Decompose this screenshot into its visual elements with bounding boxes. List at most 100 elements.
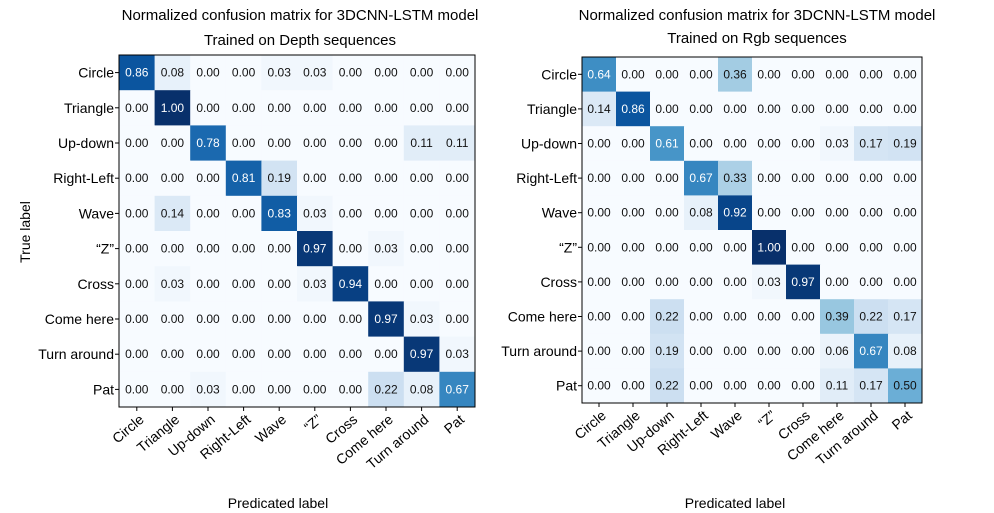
depth-cell-0-3 xyxy=(225,55,262,91)
depth-cell-label-3-2: 0.00 xyxy=(196,171,220,185)
rgb-cell-8-5 xyxy=(752,333,787,369)
rgb-cell-label-1-7: 0.00 xyxy=(825,102,849,116)
rgb-cell-3-5 xyxy=(752,160,787,196)
depth-cell-label-9-3: 0.00 xyxy=(232,382,256,396)
depth-cell-2-0 xyxy=(119,125,156,162)
rgb-cell-label-7-2: 0.22 xyxy=(655,310,679,324)
depth-cell-label-7-3: 0.00 xyxy=(232,312,256,326)
depth-cell-8-9 xyxy=(439,336,476,373)
rgb-cell-0-4 xyxy=(718,57,753,93)
depth-cell-label-2-8: 0.11 xyxy=(410,136,433,150)
rgb-cell-label-8-8: 0.67 xyxy=(859,344,883,358)
rgb-cell-4-2 xyxy=(650,195,685,231)
depth-cell-label-5-9: 0.00 xyxy=(446,242,470,256)
rgb-cell-9-7 xyxy=(820,368,855,404)
rgb-cell-label-3-7: 0.00 xyxy=(825,171,849,185)
depth-cell-label-8-1: 0.00 xyxy=(161,347,185,361)
depth-cell-9-7 xyxy=(368,371,405,408)
rgb-cell-4-1 xyxy=(616,195,651,231)
depth-cell-label-9-5: 0.00 xyxy=(303,382,327,396)
depth-cell-label-6-7: 0.00 xyxy=(374,277,398,291)
rgb-chart-subtitle: Trained on Rgb sequences xyxy=(667,30,847,47)
rgb-cell-label-7-4: 0.00 xyxy=(723,310,747,324)
rgb-cell-label-3-1: 0.00 xyxy=(621,171,645,185)
rgb-cell-3-4 xyxy=(718,160,753,196)
rgb-cell-1-3 xyxy=(684,91,719,127)
rgb-cell-label-3-3: 0.67 xyxy=(689,171,713,185)
depth-cell-label-4-4: 0.83 xyxy=(268,206,292,220)
depth-cell-label-3-4: 0.19 xyxy=(268,171,292,185)
depth-cell-3-6 xyxy=(332,160,369,197)
depth-cell-label-4-8: 0.00 xyxy=(410,206,434,220)
depth-cell-label-0-8: 0.00 xyxy=(410,66,434,80)
depth-cell-label-5-7: 0.03 xyxy=(374,242,398,256)
depth-cell-label-7-7: 0.97 xyxy=(374,312,398,326)
rgb-cell-1-6 xyxy=(786,91,821,127)
rgb-cell-7-8 xyxy=(854,299,889,335)
rgb-col-label-pat: Pat xyxy=(889,407,915,433)
depth-cell-4-2 xyxy=(190,195,227,232)
depth-cell-label-6-3: 0.00 xyxy=(232,277,256,291)
rgb-cell-0-7 xyxy=(820,57,855,93)
depth-cell-label-8-8: 0.97 xyxy=(410,347,434,361)
depth-cell-label-2-5: 0.00 xyxy=(303,136,327,150)
depth-cell-1-7 xyxy=(368,90,405,126)
depth-cell-7-6 xyxy=(332,301,369,338)
depth-cell-label-1-5: 0.00 xyxy=(303,101,327,115)
rgb-cell-label-8-6: 0.00 xyxy=(791,344,815,358)
depth-cell-4-8 xyxy=(403,195,440,232)
depth-row-label-turn-around: Turn around xyxy=(38,346,114,362)
rgb-x-axis-title: Predicated label xyxy=(685,495,785,511)
depth-cell-label-9-1: 0.00 xyxy=(161,382,185,396)
rgb-col-label-z: “Z” xyxy=(755,407,779,431)
depth-cell-label-6-5: 0.03 xyxy=(303,277,327,291)
depth-cell-label-6-1: 0.03 xyxy=(161,277,185,291)
rgb-cell-label-4-6: 0.00 xyxy=(791,206,815,220)
rgb-cell-label-7-7: 0.39 xyxy=(825,310,849,324)
rgb-cell-label-5-4: 0.00 xyxy=(723,240,747,254)
rgb-cell-9-2 xyxy=(650,368,685,404)
rgb-row-label-wave: Wave xyxy=(542,205,577,221)
depth-cell-7-1 xyxy=(154,301,191,338)
depth-chart-title: Normalized confusion matrix for 3DCNN-LS… xyxy=(122,7,479,24)
depth-cell-1-6 xyxy=(332,90,369,126)
rgb-cell-5-3 xyxy=(684,230,719,266)
depth-cell-label-1-9: 0.00 xyxy=(446,101,470,115)
rgb-cell-0-9 xyxy=(888,57,923,93)
rgb-cell-label-4-7: 0.00 xyxy=(825,206,849,220)
rgb-cell-2-4 xyxy=(718,126,753,162)
depth-cell-0-9 xyxy=(439,55,476,91)
rgb-cell-label-9-5: 0.00 xyxy=(757,379,781,393)
depth-cell-7-2 xyxy=(190,301,227,338)
depth-cell-1-4 xyxy=(261,90,298,126)
depth-x-axis-title: Predicated label xyxy=(228,495,328,511)
depth-cell-4-1 xyxy=(154,195,191,232)
depth-cell-8-6 xyxy=(332,336,369,373)
depth-cell-2-2 xyxy=(190,125,227,162)
depth-cell-0-1 xyxy=(154,55,191,91)
depth-cell-label-4-9: 0.00 xyxy=(446,206,470,220)
rgb-cell-label-9-3: 0.00 xyxy=(689,379,713,393)
depth-col-label-z: “Z” xyxy=(301,411,325,435)
rgb-cell-4-4 xyxy=(718,195,753,231)
rgb-cell-3-6 xyxy=(786,160,821,196)
rgb-row-label-right-left: Right-Left xyxy=(516,170,577,186)
depth-cell-1-1 xyxy=(154,90,191,126)
rgb-cell-label-4-0: 0.00 xyxy=(587,206,611,220)
depth-cell-label-5-6: 0.00 xyxy=(339,242,363,256)
rgb-row-label-z: “Z” xyxy=(559,239,577,255)
depth-cell-label-6-9: 0.00 xyxy=(446,277,470,291)
rgb-cell-label-9-8: 0.17 xyxy=(859,379,883,393)
rgb-cell-label-0-1: 0.00 xyxy=(621,67,645,81)
rgb-cell-0-5 xyxy=(752,57,787,93)
depth-cell-7-0 xyxy=(119,301,156,338)
depth-cell-label-5-0: 0.00 xyxy=(125,242,149,256)
depth-cell-6-8 xyxy=(403,266,440,302)
depth-cell-6-5 xyxy=(297,266,334,302)
depth-cell-label-5-5: 0.97 xyxy=(303,242,327,256)
depth-cell-label-7-1: 0.00 xyxy=(161,312,185,326)
depth-cell-label-0-4: 0.03 xyxy=(268,66,292,80)
depth-y-axis-title: True label xyxy=(17,201,33,263)
depth-chart-subtitle: Trained on Depth sequences xyxy=(204,32,396,49)
rgb-cell-7-2 xyxy=(650,299,685,335)
